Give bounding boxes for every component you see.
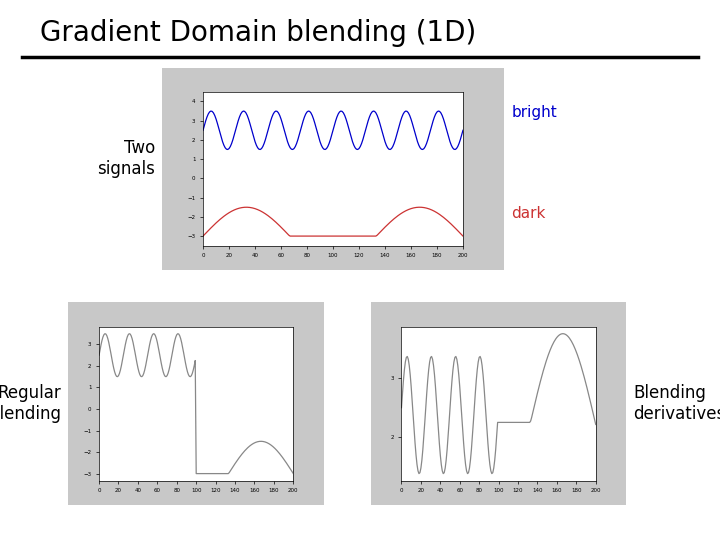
Text: Regular
blending: Regular blending xyxy=(0,384,61,423)
Text: dark: dark xyxy=(511,206,546,221)
Text: Two
signals: Two signals xyxy=(97,139,155,178)
Text: bright: bright xyxy=(511,105,557,119)
Text: Gradient Domain blending (1D): Gradient Domain blending (1D) xyxy=(40,19,476,47)
Text: Blending
derivatives: Blending derivatives xyxy=(634,384,720,423)
